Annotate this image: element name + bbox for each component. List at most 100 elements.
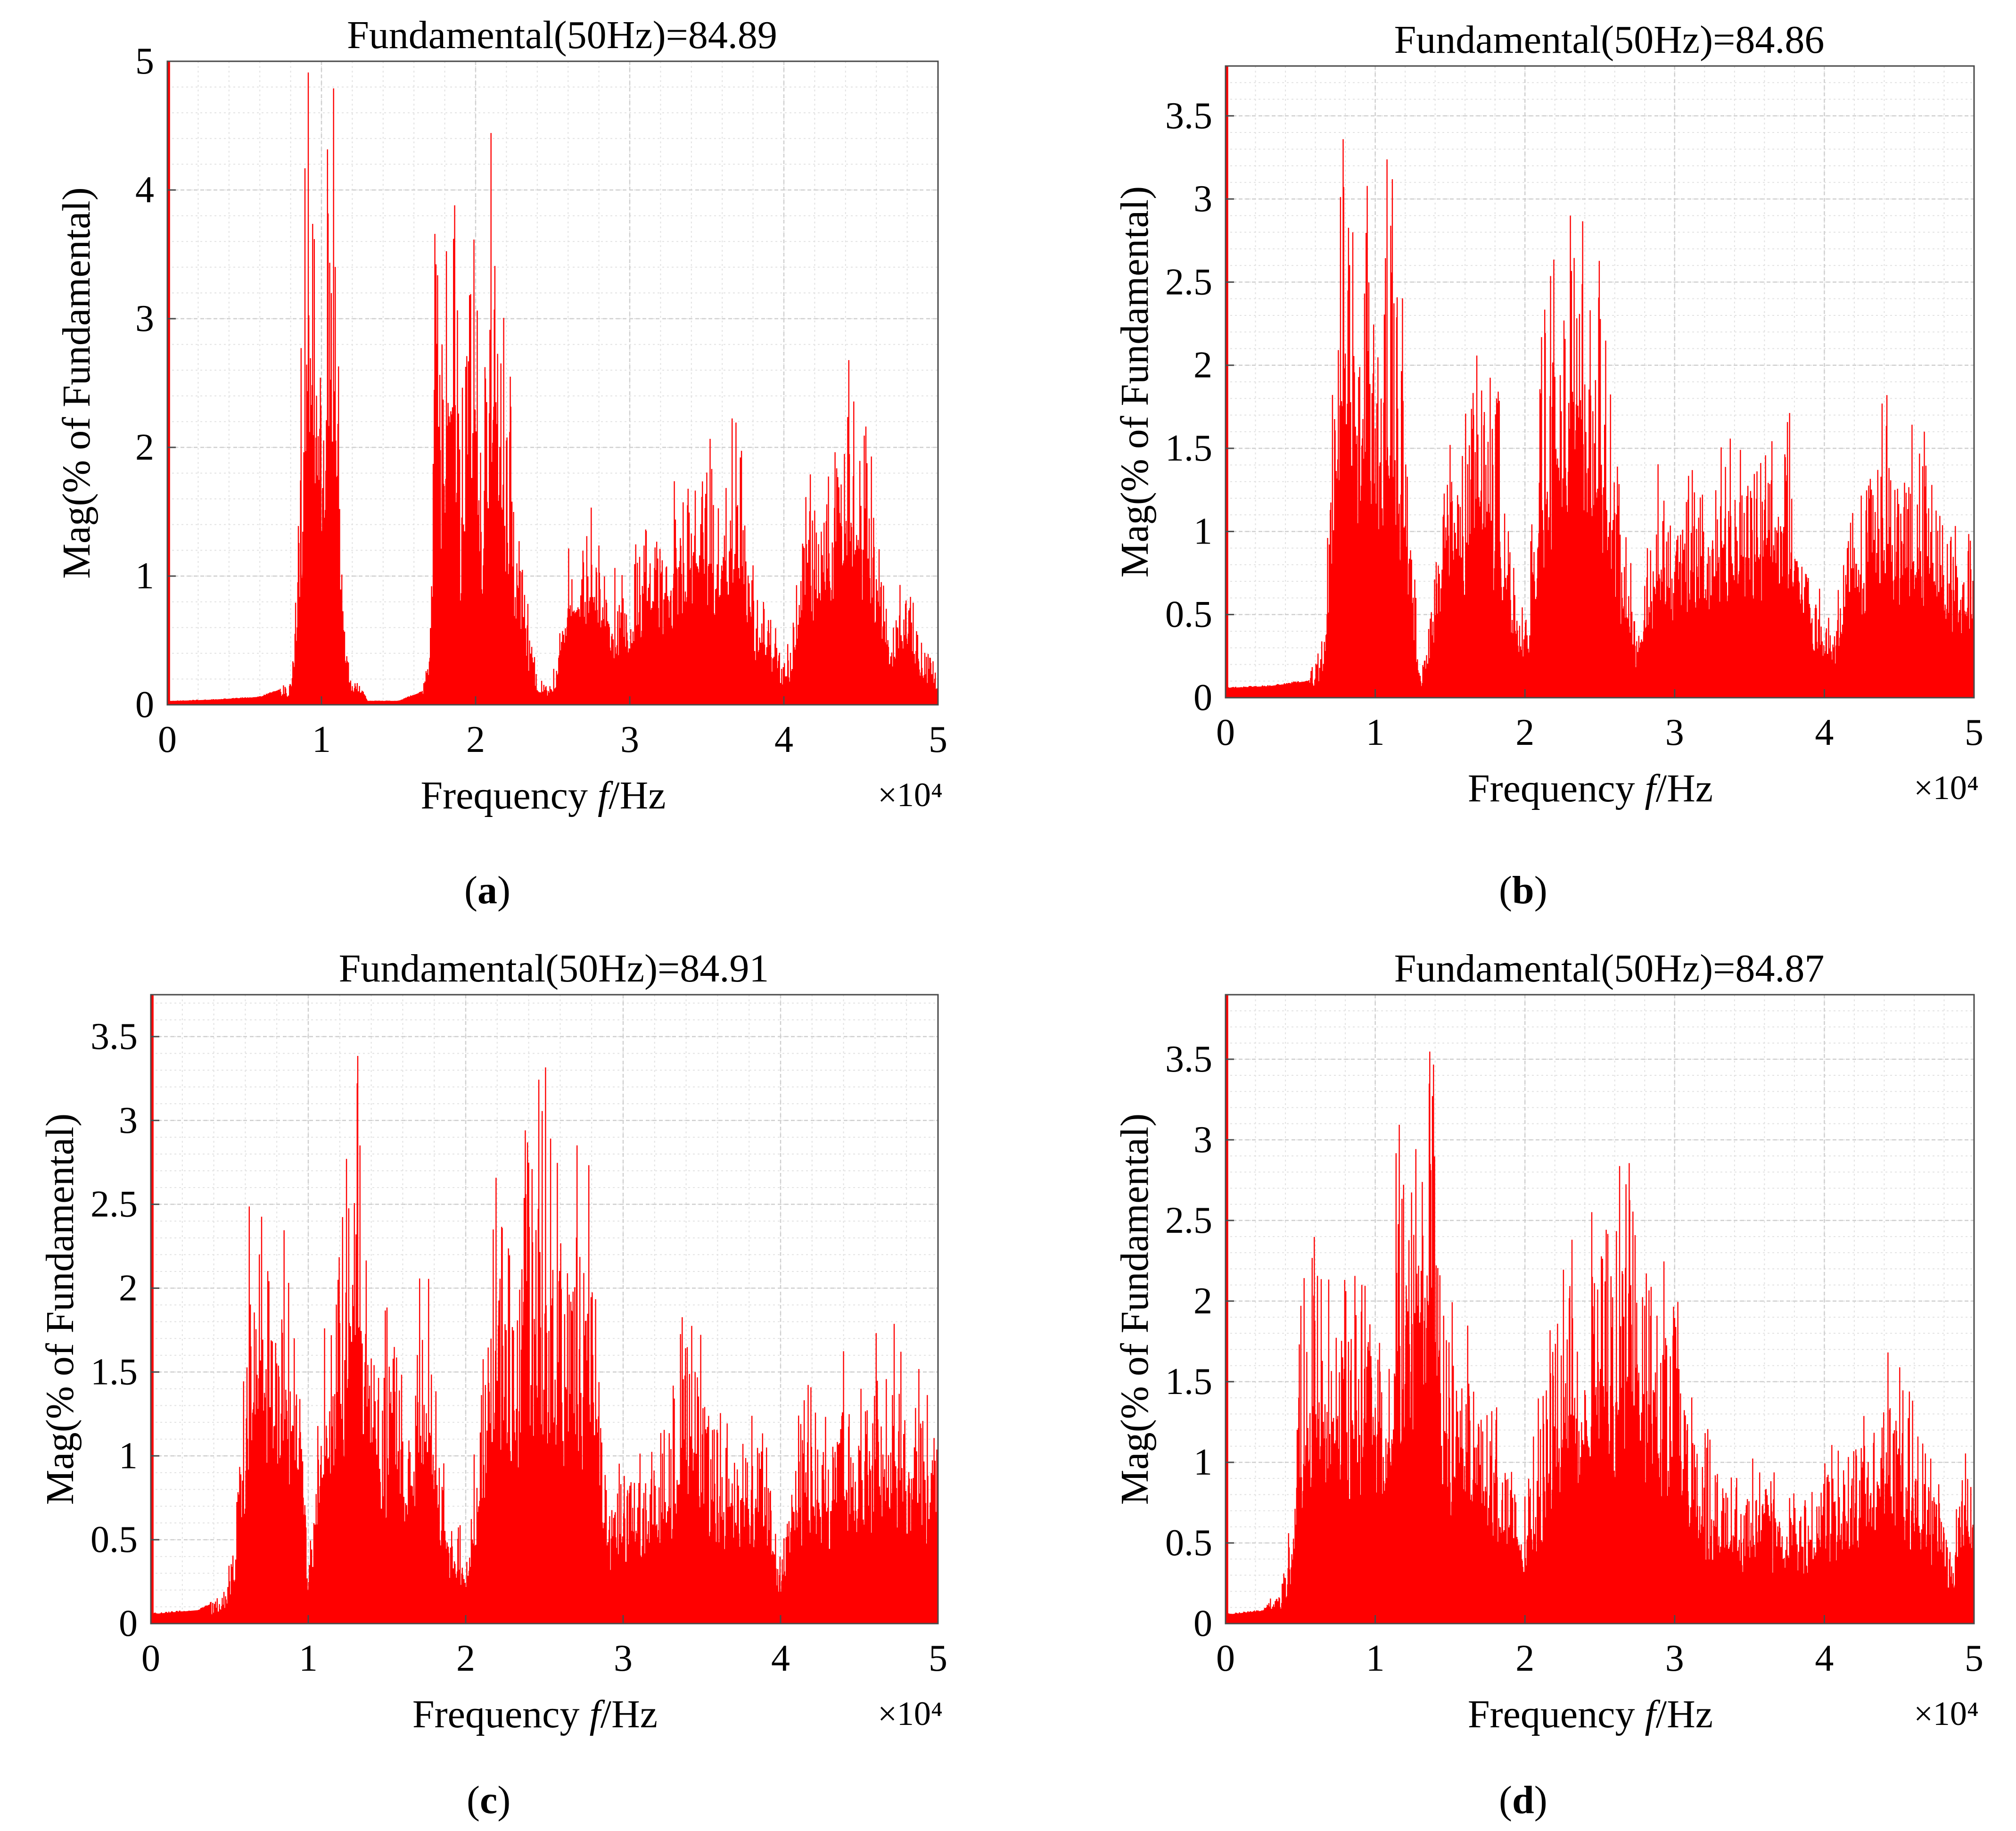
x-tick-label: 2	[1515, 712, 1534, 753]
y-tick-label: 1.5	[1165, 428, 1212, 469]
x-axis-label-b: Frequency f/Hz	[1468, 767, 1713, 810]
x-tick-label: 5	[929, 719, 947, 760]
y-tick-label: 3.5	[1165, 95, 1212, 137]
axes-box-a	[166, 60, 939, 706]
y-axis-label-b: Mag(% of Fundamental)	[1113, 186, 1157, 577]
x-tick-label: 5	[1965, 712, 1983, 753]
x-tick-label: 3	[1665, 712, 1684, 753]
y-tick-label: 0.5	[1165, 1522, 1212, 1564]
caption-c-letter: c	[479, 1778, 498, 1822]
panel-c: 0 1 2 3 4 5 0 0.5 1 1.5 2 2.5 3 3.5 Fundamental(50Hz)=…	[0, 916, 1008, 1831]
chart-a: 0 1 2 3 4 5 0 1 2 3 4 5 Fundamental(50Hz)=84.89 Frequ…	[55, 13, 947, 817]
x-tick-label: 2	[466, 719, 485, 760]
y-tick-label: 1	[1193, 1442, 1212, 1483]
spectrum-base-a	[167, 474, 938, 705]
axes-box-b	[1225, 65, 1975, 699]
caption-c: (c)	[467, 1778, 511, 1822]
spectrum-base-d	[1226, 1398, 1974, 1624]
x-tick-label: 3	[614, 1638, 633, 1679]
y-tick-label: 0	[1193, 1603, 1212, 1644]
x-tick-label: 4	[1815, 1638, 1834, 1679]
panel-b: 0 1 2 3 4 5 0 0.5 1 1.5 2 2.5 3 3.5 Fundamental(50Hz)=…	[1008, 0, 2016, 916]
x-tick-label: 3	[1665, 1638, 1684, 1679]
panel-d: 0 1 2 3 4 5 0 0.5 1 1.5 2 2.5 3 3.5 Fundamental(50Hz)=…	[1008, 916, 2016, 1831]
y-tick-label: 1	[1193, 511, 1212, 552]
x-tick-label: 5	[1965, 1638, 1983, 1679]
x-tick-label: 1	[312, 719, 331, 760]
y-tick-label: 2	[1193, 1280, 1212, 1322]
y-axis-b: 0 0.5 1 1.5 2 2.5 3 3.5	[1165, 95, 1234, 718]
x-axis-b: 0 1 2 3 4 5	[1216, 689, 1983, 753]
x-tick-label: 0	[158, 719, 177, 760]
x-tick-label: 0	[1216, 712, 1235, 753]
chart-b: 0 1 2 3 4 5 0 0.5 1 1.5 2 2.5 3 3.5 Fundamental(50Hz)=…	[1113, 18, 1983, 810]
chart-title-d: Fundamental(50Hz)=84.87	[1394, 947, 1825, 990]
panel-a: 0 1 2 3 4 5 0 1 2 3 4 5 Fundamental(50Hz)=84.89 Frequ…	[0, 0, 1008, 916]
y-axis-a: 0 1 2 3 4 5	[135, 41, 176, 726]
x-multiplier-c: ×10⁴	[878, 1695, 943, 1732]
caption-b-letter: b	[1512, 868, 1534, 912]
x-axis-a: 0 1 2 3 4 5	[158, 696, 947, 760]
x-axis-label-d: Frequency f/Hz	[1468, 1692, 1713, 1736]
caption-d: (d)	[1499, 1778, 1547, 1822]
y-tick-label: 2.5	[1165, 261, 1212, 303]
x-axis-c: 0 1 2 3 4 5	[141, 1615, 947, 1679]
y-tick-label: 4	[135, 169, 154, 211]
x-tick-label: 4	[774, 719, 793, 760]
y-axis-c: 0 0.5 1 1.5 2 2.5 3 3.5	[91, 1016, 159, 1644]
x-tick-label: 2	[1515, 1638, 1534, 1679]
y-axis-label-d: Mag(% of Fundamental)	[1113, 1113, 1157, 1505]
x-tick-label: 0	[1216, 1638, 1235, 1679]
y-tick-label: 0	[135, 684, 154, 726]
y-tick-label: 3.5	[1165, 1039, 1212, 1080]
chart-title-b: Fundamental(50Hz)=84.86	[1394, 18, 1825, 62]
y-tick-label: 3.5	[91, 1016, 138, 1057]
y-tick-label: 3	[119, 1100, 138, 1141]
caption-a-letter: a	[477, 868, 497, 912]
y-tick-label: 0	[119, 1603, 138, 1644]
x-tick-label: 3	[620, 719, 639, 760]
y-tick-label: 3	[135, 298, 154, 339]
chart-title-a: Fundamental(50Hz)=84.89	[347, 13, 777, 57]
y-tick-label: 2.5	[91, 1184, 138, 1225]
chart-d: 0 1 2 3 4 5 0 0.5 1 1.5 2 2.5 3 3.5 Fundamental(50Hz)=…	[1113, 947, 1983, 1736]
y-tick-label: 1	[119, 1435, 138, 1476]
x-tick-label: 1	[1366, 712, 1385, 753]
y-axis-d: 0 0.5 1 1.5 2 2.5 3 3.5	[1165, 1039, 1234, 1644]
chart-c: 0 1 2 3 4 5 0 0.5 1 1.5 2 2.5 3 3.5 Fundamental(50Hz)=…	[38, 947, 947, 1736]
y-tick-label: 0	[1193, 677, 1212, 718]
y-tick-label: 2	[1193, 345, 1212, 386]
x-tick-label: 5	[929, 1638, 947, 1679]
x-tick-label: 1	[299, 1638, 318, 1679]
y-tick-label: 1	[135, 555, 154, 597]
y-axis-label-a: Mag(% of Fundamental)	[55, 187, 99, 578]
y-tick-label: 2	[135, 427, 154, 468]
axes-box-d	[1225, 994, 1975, 1625]
y-axis-label-c: Mag(% of Fundamental)	[38, 1113, 82, 1505]
caption-b: (b)	[1499, 868, 1547, 912]
y-tick-label: 5	[135, 41, 154, 82]
spectrum-base-c	[151, 1395, 938, 1624]
caption-a: (a)	[464, 868, 510, 912]
axes-box-c	[150, 994, 939, 1625]
x-multiplier-b: ×10⁴	[1914, 769, 1979, 807]
chart-title-c: Fundamental(50Hz)=84.91	[339, 947, 769, 990]
y-tick-label: 0.5	[91, 1519, 138, 1560]
y-tick-label: 1.5	[1165, 1361, 1212, 1402]
x-axis-d: 0 1 2 3 4 5	[1216, 1615, 1983, 1679]
x-axis-label-a: Frequency f/Hz	[420, 774, 666, 817]
y-tick-label: 2	[119, 1268, 138, 1309]
y-tick-label: 3	[1193, 1119, 1212, 1161]
caption-d-letter: d	[1512, 1778, 1534, 1822]
spectrum-base-b	[1226, 471, 1974, 698]
x-tick-label: 4	[771, 1638, 790, 1679]
y-tick-label: 3	[1193, 178, 1212, 220]
x-multiplier-d: ×10⁴	[1914, 1695, 1979, 1732]
y-tick-label: 1.5	[91, 1351, 138, 1393]
x-axis-label-c: Frequency f/Hz	[412, 1692, 658, 1736]
y-tick-label: 0.5	[1165, 594, 1212, 635]
y-tick-label: 2.5	[1165, 1200, 1212, 1241]
x-multiplier-a: ×10⁴	[878, 776, 943, 814]
spectrum-spikes-a	[166, 72, 939, 705]
x-tick-label: 2	[456, 1638, 475, 1679]
